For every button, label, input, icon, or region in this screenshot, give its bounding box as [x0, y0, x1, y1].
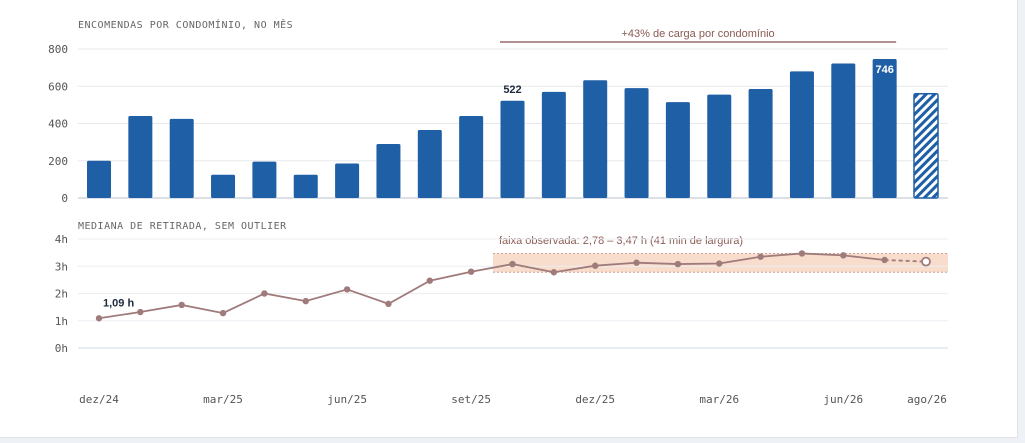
line-y-tick-label: 4h — [55, 233, 68, 246]
bar — [707, 94, 732, 198]
series-line — [98, 252, 885, 320]
bar — [500, 100, 525, 198]
point — [426, 277, 433, 284]
bar — [665, 102, 690, 198]
bar — [211, 174, 236, 198]
x-tick-label: dez/24 — [79, 393, 119, 406]
bar-series — [87, 59, 939, 199]
bar-y-tick-label: 400 — [48, 118, 68, 131]
x-tick-label: mar/26 — [699, 393, 739, 406]
point — [137, 308, 144, 316]
bar-chart-title: ENCOMENDAS POR CONDOMÍNIO, NO MÊS — [78, 18, 293, 31]
point — [467, 268, 475, 275]
bar — [293, 174, 318, 198]
line-data-label: 1,09 h — [103, 297, 134, 309]
point — [343, 286, 351, 293]
point — [674, 260, 682, 268]
line-series — [95, 250, 931, 322]
x-tick-label: jun/25 — [327, 393, 367, 406]
bar-chart-annotation: +43% de carga por condomínio — [500, 28, 897, 43]
bar — [417, 130, 442, 198]
x-tick-label: jun/26 — [823, 393, 863, 406]
point — [178, 301, 185, 309]
bar — [376, 143, 401, 198]
bar-y-tick-label: 200 — [48, 155, 68, 168]
bar — [831, 63, 856, 199]
x-tick-label: set/25 — [451, 393, 491, 406]
x-tick-label: mar/25 — [203, 393, 243, 406]
point — [95, 315, 103, 322]
point — [509, 260, 516, 268]
point — [261, 290, 268, 297]
bar-chart-y-axis: 0 200 400 600 800 — [48, 43, 68, 205]
point — [385, 300, 392, 308]
line-data-labels: 1,09 h — [103, 297, 134, 309]
bar-projected — [913, 92, 939, 199]
line-chart-y-axis: 0h 1h 2h 3h 4h — [55, 233, 68, 355]
point — [716, 260, 723, 267]
bar — [748, 89, 773, 198]
bar-y-tick-label: 600 — [48, 80, 68, 93]
band-label: faixa observada: 2,78 – 3,47 h (41 min d… — [499, 235, 743, 247]
point — [798, 250, 806, 257]
bar-data-label: 746 — [875, 64, 893, 76]
line-chart-grid — [78, 238, 948, 349]
bar — [872, 59, 897, 199]
point — [302, 297, 309, 305]
point-projected — [921, 256, 931, 267]
bar — [789, 71, 814, 198]
point — [633, 259, 640, 266]
bar — [624, 88, 649, 198]
bar-data-labels: 522 746 — [503, 64, 894, 96]
bar — [252, 161, 277, 198]
point — [219, 309, 227, 317]
point — [840, 252, 847, 259]
point — [757, 253, 764, 260]
line-chart-title: MEDIANA DE RETIRADA, SEM OUTLIER — [78, 221, 287, 232]
bar — [583, 80, 608, 198]
annotation-label: +43% de carga por condomínio — [621, 28, 774, 40]
point — [592, 262, 599, 269]
bar — [459, 116, 484, 198]
bar — [541, 91, 566, 198]
x-tick-label: ago/26 — [907, 393, 947, 406]
x-axis: dez/24 mar/25 jun/25 set/25 dez/25 mar/26 jun/… — [79, 393, 947, 406]
line-y-tick-label: 1h — [55, 315, 68, 328]
bar-data-label: 522 — [503, 84, 521, 96]
point — [550, 269, 558, 276]
x-tick-label: dez/25 — [575, 393, 615, 406]
bar — [128, 116, 153, 198]
bar-y-tick-label: 0 — [61, 192, 68, 205]
bar-y-tick-label: 800 — [48, 43, 68, 56]
bar — [87, 160, 111, 198]
line-y-tick-label: 2h — [55, 288, 68, 301]
line-y-tick-label: 0h — [55, 342, 68, 355]
line-y-tick-label: 3h — [55, 260, 68, 273]
point — [881, 256, 888, 264]
bar — [169, 118, 194, 198]
bar — [335, 163, 360, 198]
